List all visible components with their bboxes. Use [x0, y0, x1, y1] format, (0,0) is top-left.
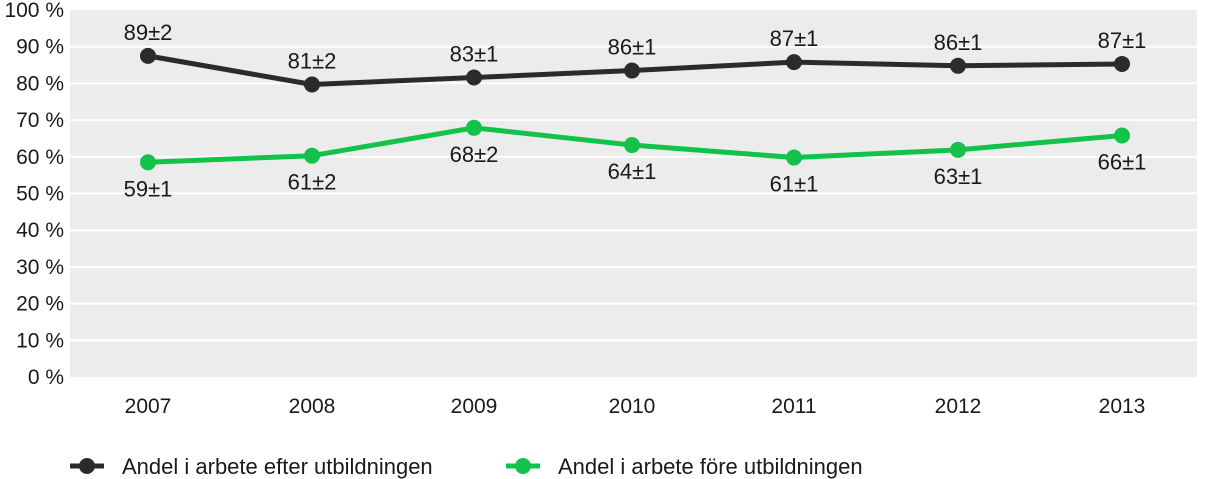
x-tick-label: 2007: [125, 395, 172, 418]
data-label: 87±1: [770, 26, 819, 51]
y-tick-label: 20 %: [16, 293, 64, 316]
y-tick-label: 10 %: [16, 329, 64, 352]
grid-lines: [70, 45, 1197, 342]
data-point: [466, 69, 482, 86]
data-label: 81±2: [288, 49, 337, 74]
legend-item-1: Andel i arbete efter utbildningen: [70, 454, 433, 479]
y-tick-label: 50 %: [16, 183, 64, 206]
data-label: 86±1: [608, 35, 657, 60]
y-tick-label: 70 %: [16, 109, 64, 132]
legend-item-2: Andel i arbete före utbildningen: [506, 454, 863, 479]
series-group: 89±2 81±2 83±1 86±1 87±1 86±1 87±1 59±1 61±2 68±2…: [124, 20, 1147, 201]
y-tick-label: 100 %: [4, 0, 64, 22]
legend: Andel i arbete efter utbildningen Andel i…: [70, 454, 863, 479]
data-label: 66±1: [1098, 150, 1147, 175]
y-tick-label: 30 %: [16, 256, 64, 279]
data-label: 61±1: [770, 172, 819, 197]
data-point: [786, 149, 802, 166]
data-label: 86±1: [934, 30, 983, 55]
y-tick-label: 60 %: [16, 146, 64, 169]
data-point: [624, 137, 640, 154]
data-label: 64±1: [608, 159, 657, 184]
data-point: [140, 154, 156, 171]
data-point: [466, 119, 482, 136]
data-point: [140, 47, 156, 64]
x-tick-label: 2013: [1099, 395, 1146, 418]
series-2: 59±1 61±2 68±2 64±1 61±1 63±1 66±1: [124, 119, 1147, 201]
x-tick-label: 2009: [451, 395, 498, 418]
legend-swatch-marker: [79, 458, 95, 474]
data-label: 83±1: [450, 42, 499, 67]
y-axis-tick-labels: 0 % 10 % 20 % 30 % 40 % 50 % 60 % 70 % 80 % 90 % 1…: [4, 0, 64, 389]
data-point: [304, 147, 320, 164]
data-label: 61±2: [288, 170, 337, 195]
y-tick-label: 80 %: [16, 72, 64, 95]
data-point: [950, 141, 966, 158]
legend-label: Andel i arbete efter utbildningen: [122, 454, 433, 479]
data-label: 87±1: [1098, 28, 1147, 53]
data-point: [624, 62, 640, 79]
data-label: 59±1: [124, 176, 173, 201]
series-1: 89±2 81±2 83±1 86±1 87±1 86±1 87±1: [124, 20, 1147, 93]
data-point: [1114, 55, 1130, 72]
x-tick-label: 2011: [771, 395, 816, 418]
data-point: [950, 57, 966, 74]
data-label: 63±1: [934, 164, 983, 189]
y-tick-label: 90 %: [16, 36, 64, 59]
legend-swatch-marker: [515, 458, 531, 474]
x-tick-label: 2010: [609, 395, 656, 418]
data-label: 68±2: [450, 142, 499, 167]
y-tick-label: 0 %: [28, 366, 64, 389]
data-point: [304, 76, 320, 93]
x-axis-tick-labels: 2007 2008 2009 2010 2011 2012 2013: [125, 395, 1146, 418]
data-point: [1114, 127, 1130, 144]
data-label: 89±2: [124, 20, 173, 45]
legend-label: Andel i arbete före utbildningen: [558, 454, 863, 479]
data-point: [786, 54, 802, 71]
y-tick-label: 40 %: [16, 219, 64, 242]
x-tick-label: 2012: [935, 395, 982, 418]
x-tick-label: 2008: [289, 395, 336, 418]
